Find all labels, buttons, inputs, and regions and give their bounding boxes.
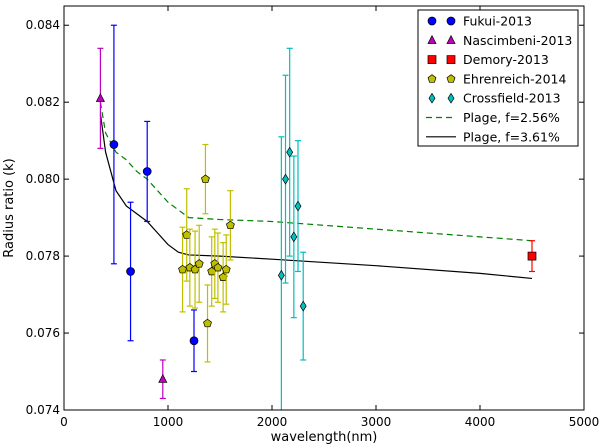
x-tick-label: 3000 <box>361 415 392 429</box>
y-tick-label: 0.076 <box>26 326 60 340</box>
legend-marker <box>447 92 455 104</box>
legend-label: Crossfield-2013 <box>463 91 561 106</box>
legend-marker <box>427 74 437 83</box>
y-tick-label: 0.074 <box>26 403 60 417</box>
data-point <box>178 264 187 274</box>
legend-entry: Crossfield-2013 <box>428 91 561 106</box>
legend-label: Fukui-2013 <box>463 14 532 29</box>
data-point <box>213 263 223 272</box>
series-fukui-2013 <box>109 24 199 373</box>
series-demory-2013 <box>527 240 537 273</box>
legend: Fukui-2013 Nascimbeni-2013 Demory-2013 Ehre… <box>417 9 579 147</box>
legend-entry: Fukui-2013 <box>427 14 532 29</box>
model-line-0 <box>99 102 533 242</box>
legend-marker <box>427 16 437 26</box>
data-point <box>158 373 168 383</box>
legend-marker <box>428 92 436 104</box>
data-point <box>294 200 302 212</box>
legend-label: Plage, f=2.56% <box>463 110 560 125</box>
legend-label: Demory-2013 <box>463 52 549 67</box>
data-point <box>527 251 537 261</box>
x-tick-label: 5000 <box>569 415 600 429</box>
data-point <box>225 220 235 230</box>
data-point <box>194 259 204 268</box>
legend-marker <box>446 16 456 26</box>
legend-label: Ehrenreich-2014 <box>463 71 566 86</box>
axes-layer: 0 1000 2000 3000 4000 5000 0.074 0.076 0.078 0.08… <box>26 5 600 429</box>
x-tick-label: 4000 <box>465 415 496 429</box>
plot-layer <box>95 24 537 410</box>
data-point <box>203 318 212 328</box>
data-point <box>126 267 135 276</box>
x-axis-label: wavelength(nm) <box>271 430 378 445</box>
data-point <box>189 336 199 346</box>
y-tick-label: 0.078 <box>26 249 60 263</box>
x-tick-label: 1000 <box>153 415 184 429</box>
data-point <box>277 269 285 281</box>
legend-marker <box>427 55 437 64</box>
x-tick-label: 2000 <box>257 415 288 429</box>
legend-marker <box>446 74 456 83</box>
x-tick-label: 0 <box>60 415 68 429</box>
legend-entry: Plage, f=3.61% <box>426 129 560 144</box>
legend-marker <box>446 34 456 44</box>
data-point <box>299 300 307 312</box>
series-crossfield-2013 <box>277 47 307 410</box>
y-tick-label: 0.082 <box>26 95 60 109</box>
legend-marker <box>446 55 456 64</box>
legend-box <box>417 9 579 147</box>
data-point <box>109 140 119 149</box>
axes-frame <box>63 5 585 411</box>
legend-entry: Demory-2013 <box>427 52 549 67</box>
data-point <box>201 174 210 183</box>
data-point <box>286 146 294 158</box>
series-ehrenreich-2014 <box>178 143 235 363</box>
series-nascimbeni-2013 <box>95 47 168 400</box>
model-line-1 <box>99 113 533 280</box>
legend-marker <box>427 34 437 44</box>
legend-entry: Plage, f=2.56% <box>426 110 560 125</box>
legend-entry: Ehrenreich-2014 <box>427 71 566 86</box>
data-point <box>221 264 231 274</box>
y-axis-label: Radius ratio (k) <box>2 158 17 258</box>
data-point <box>95 92 105 102</box>
legend-label: Plage, f=3.61% <box>463 129 560 144</box>
data-point <box>142 167 152 176</box>
legend-label: Nascimbeni-2013 <box>463 33 572 48</box>
y-tick-label: 0.084 <box>26 18 60 32</box>
legend-entry: Nascimbeni-2013 <box>427 33 572 48</box>
y-tick-label: 0.080 <box>26 172 60 186</box>
data-point <box>290 231 298 243</box>
data-point <box>282 173 289 185</box>
